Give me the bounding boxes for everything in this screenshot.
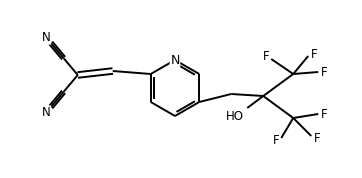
- Text: F: F: [311, 48, 317, 61]
- Text: F: F: [321, 66, 328, 78]
- Text: N: N: [42, 106, 51, 119]
- Text: F: F: [273, 135, 279, 148]
- Text: F: F: [263, 49, 270, 62]
- Text: F: F: [321, 108, 328, 121]
- Text: N: N: [42, 31, 51, 44]
- Text: F: F: [314, 132, 321, 145]
- Text: HO: HO: [226, 109, 244, 122]
- Text: N: N: [170, 54, 180, 67]
